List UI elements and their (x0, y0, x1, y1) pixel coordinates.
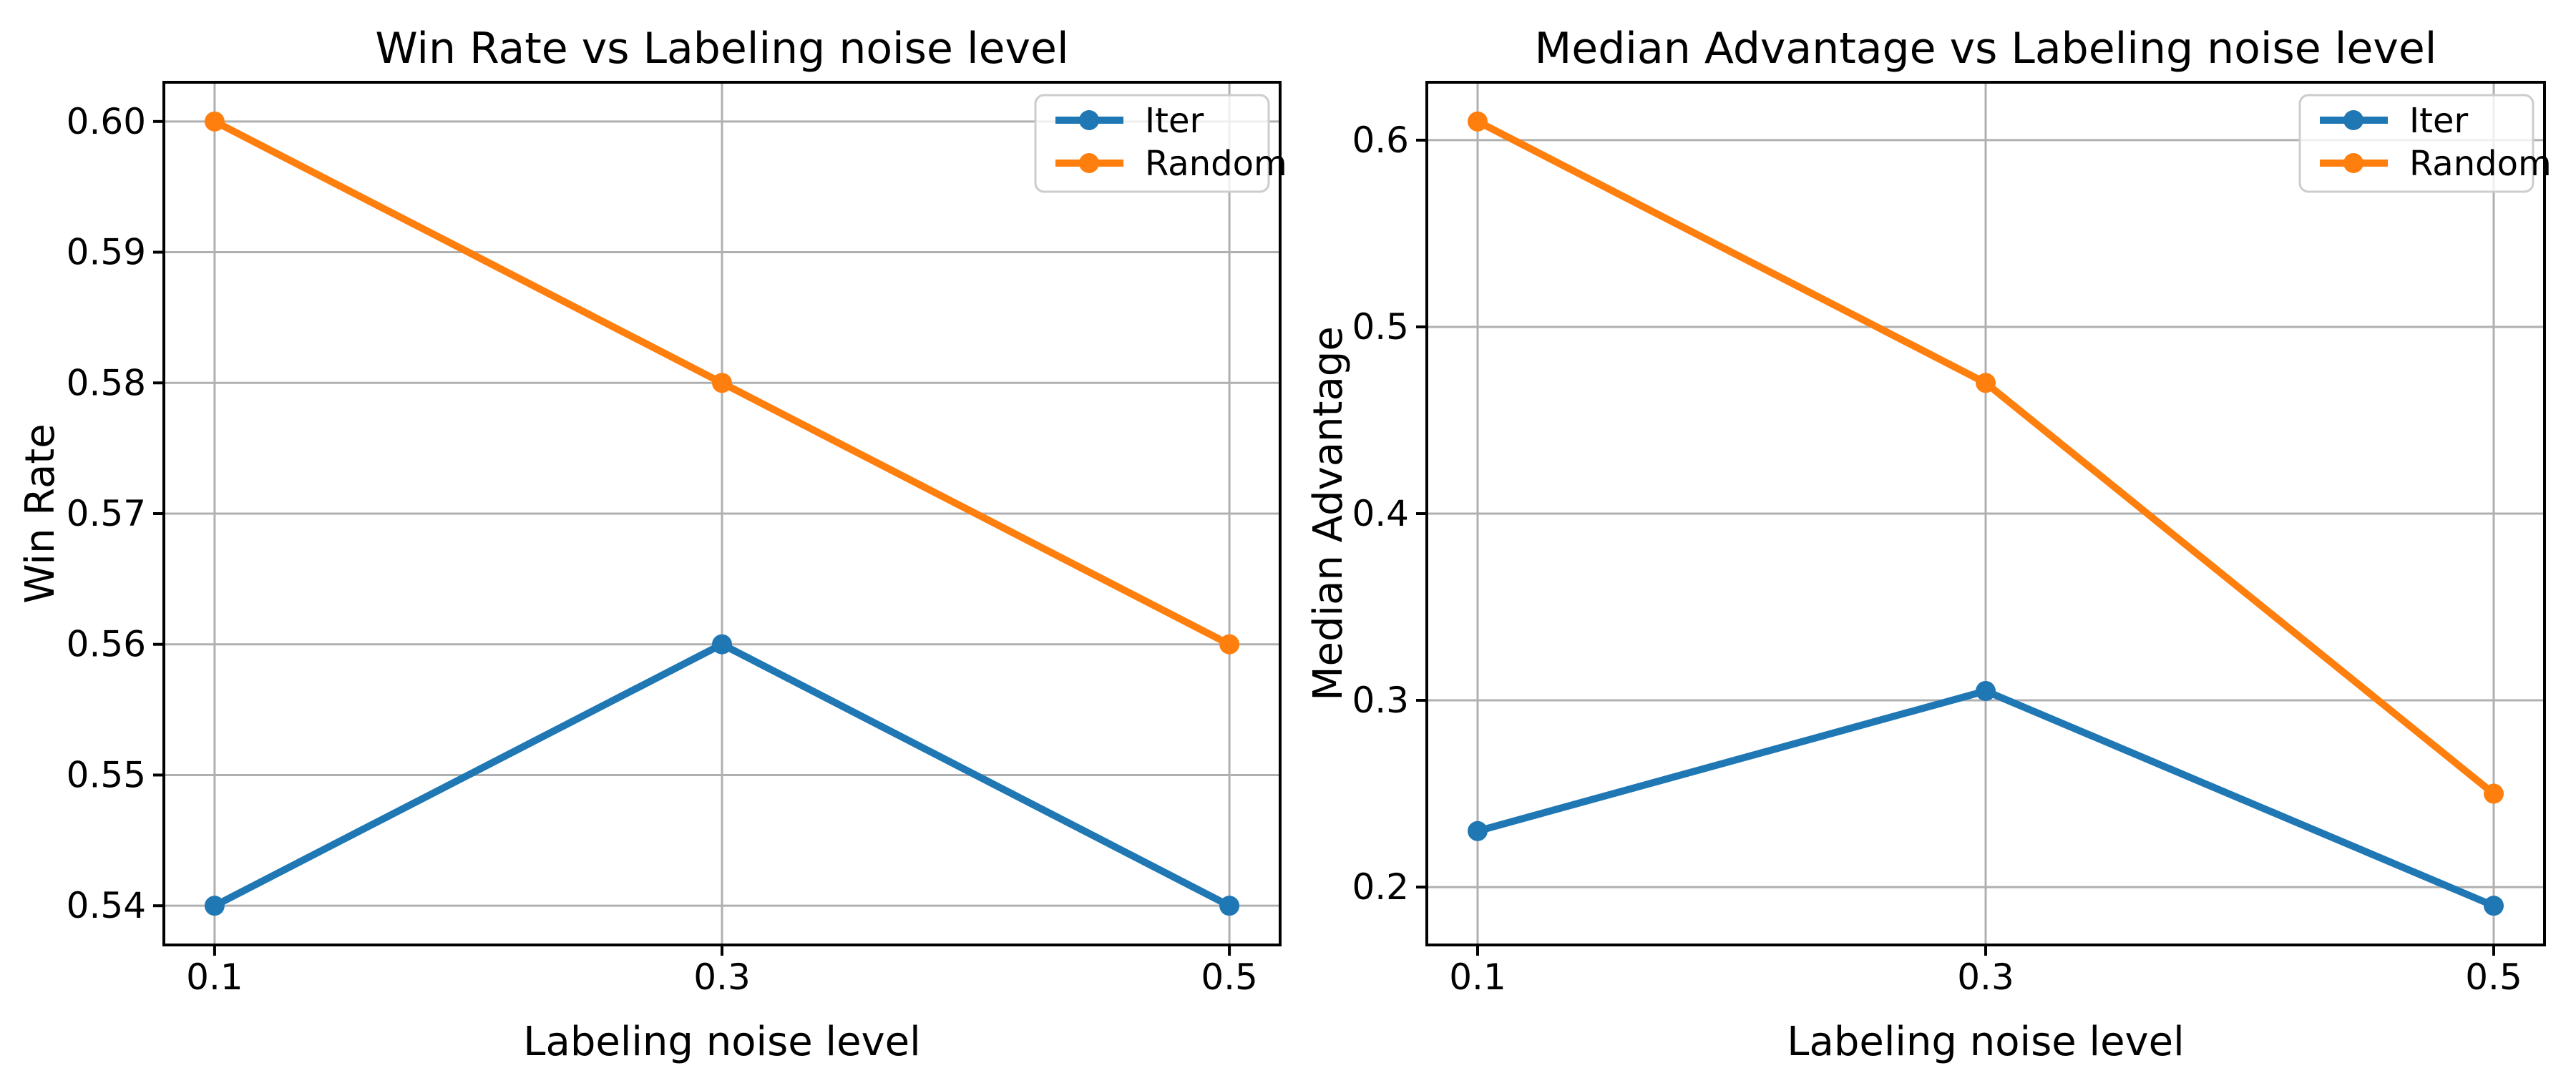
data-point-marker-iter (1219, 896, 1240, 916)
x-tick-label: 0.5 (1201, 956, 1258, 998)
y-tick-label: 0.59 (67, 232, 146, 273)
y-axis-label: Median Advantage (1305, 326, 1352, 701)
y-tick-label: 0.4 (1352, 493, 1409, 534)
x-axis-label: Labeling noise level (523, 1019, 920, 1065)
data-point-marker-random (1976, 373, 1996, 393)
y-tick-label: 0.55 (67, 754, 146, 795)
data-point-marker-random (204, 111, 225, 132)
y-tick-label: 0.6 (1352, 119, 1409, 161)
legend-item-label: Iter (1145, 101, 1204, 141)
data-point-marker-iter (1468, 820, 1488, 841)
x-axis-label: Labeling noise level (1787, 1019, 2184, 1065)
median-advantage-plot: 0.1 0.3 0.5 0.2 0.3 0.4 0.5 0.6 Median Advantage… (1288, 0, 2576, 1073)
chart-title: Median Advantage vs Labeling noise level (1535, 24, 2437, 74)
legend-item-label: Iter (2409, 101, 2469, 141)
data-point-marker-iter (2484, 896, 2504, 916)
y-tick-label: 0.5 (1352, 306, 1409, 348)
win-rate-plot: 0.1 0.3 0.5 0.54 0.55 0.56 0.57 0.58 0.59 0.60 Win… (17, 24, 1287, 1065)
y-tick-label: 0.58 (67, 362, 146, 403)
x-tick-label: 0.3 (693, 956, 751, 998)
chart-title: Win Rate vs Labeling noise level (375, 24, 1068, 74)
y-tick-label: 0.56 (67, 624, 146, 665)
data-point-marker-random (712, 373, 732, 393)
data-point-marker-iter (204, 896, 225, 916)
win-rate-chart: 0.1 0.3 0.5 0.54 0.55 0.56 0.57 0.58 0.59 0.60 Win… (17, 24, 1287, 1065)
x-tick-label: 0.3 (1957, 956, 2014, 998)
x-tick-label: 0.5 (2465, 956, 2522, 998)
legend-item-label: Random (2409, 144, 2552, 184)
legend-sample-marker (2343, 110, 2363, 130)
y-axis-label: Win Rate (17, 423, 64, 603)
data-point-marker-iter (712, 634, 732, 655)
y-tick-label: 0.57 (67, 493, 146, 534)
legend-item-label: Random (1145, 144, 1287, 184)
data-point-marker-random (1468, 111, 1488, 132)
data-point-marker-iter (1976, 680, 1996, 701)
legend-sample-marker (2343, 153, 2363, 173)
x-tick-label: 0.1 (1449, 956, 1506, 998)
data-point-marker-random (2484, 783, 2504, 804)
data-point-marker-random (1219, 634, 1240, 655)
y-tick-label: 0.60 (67, 101, 146, 142)
legend-sample-marker (1079, 153, 1099, 173)
x-tick-label: 0.1 (186, 956, 243, 998)
median-advantage-chart: 0.1 0.3 0.5 0.2 0.3 0.4 0.5 0.6 Median Advantage… (1288, 0, 2576, 1073)
y-tick-label: 0.3 (1352, 680, 1409, 721)
y-tick-label: 0.2 (1352, 866, 1409, 908)
y-tick-label: 0.54 (67, 885, 146, 926)
legend-sample-marker (1079, 110, 1099, 130)
